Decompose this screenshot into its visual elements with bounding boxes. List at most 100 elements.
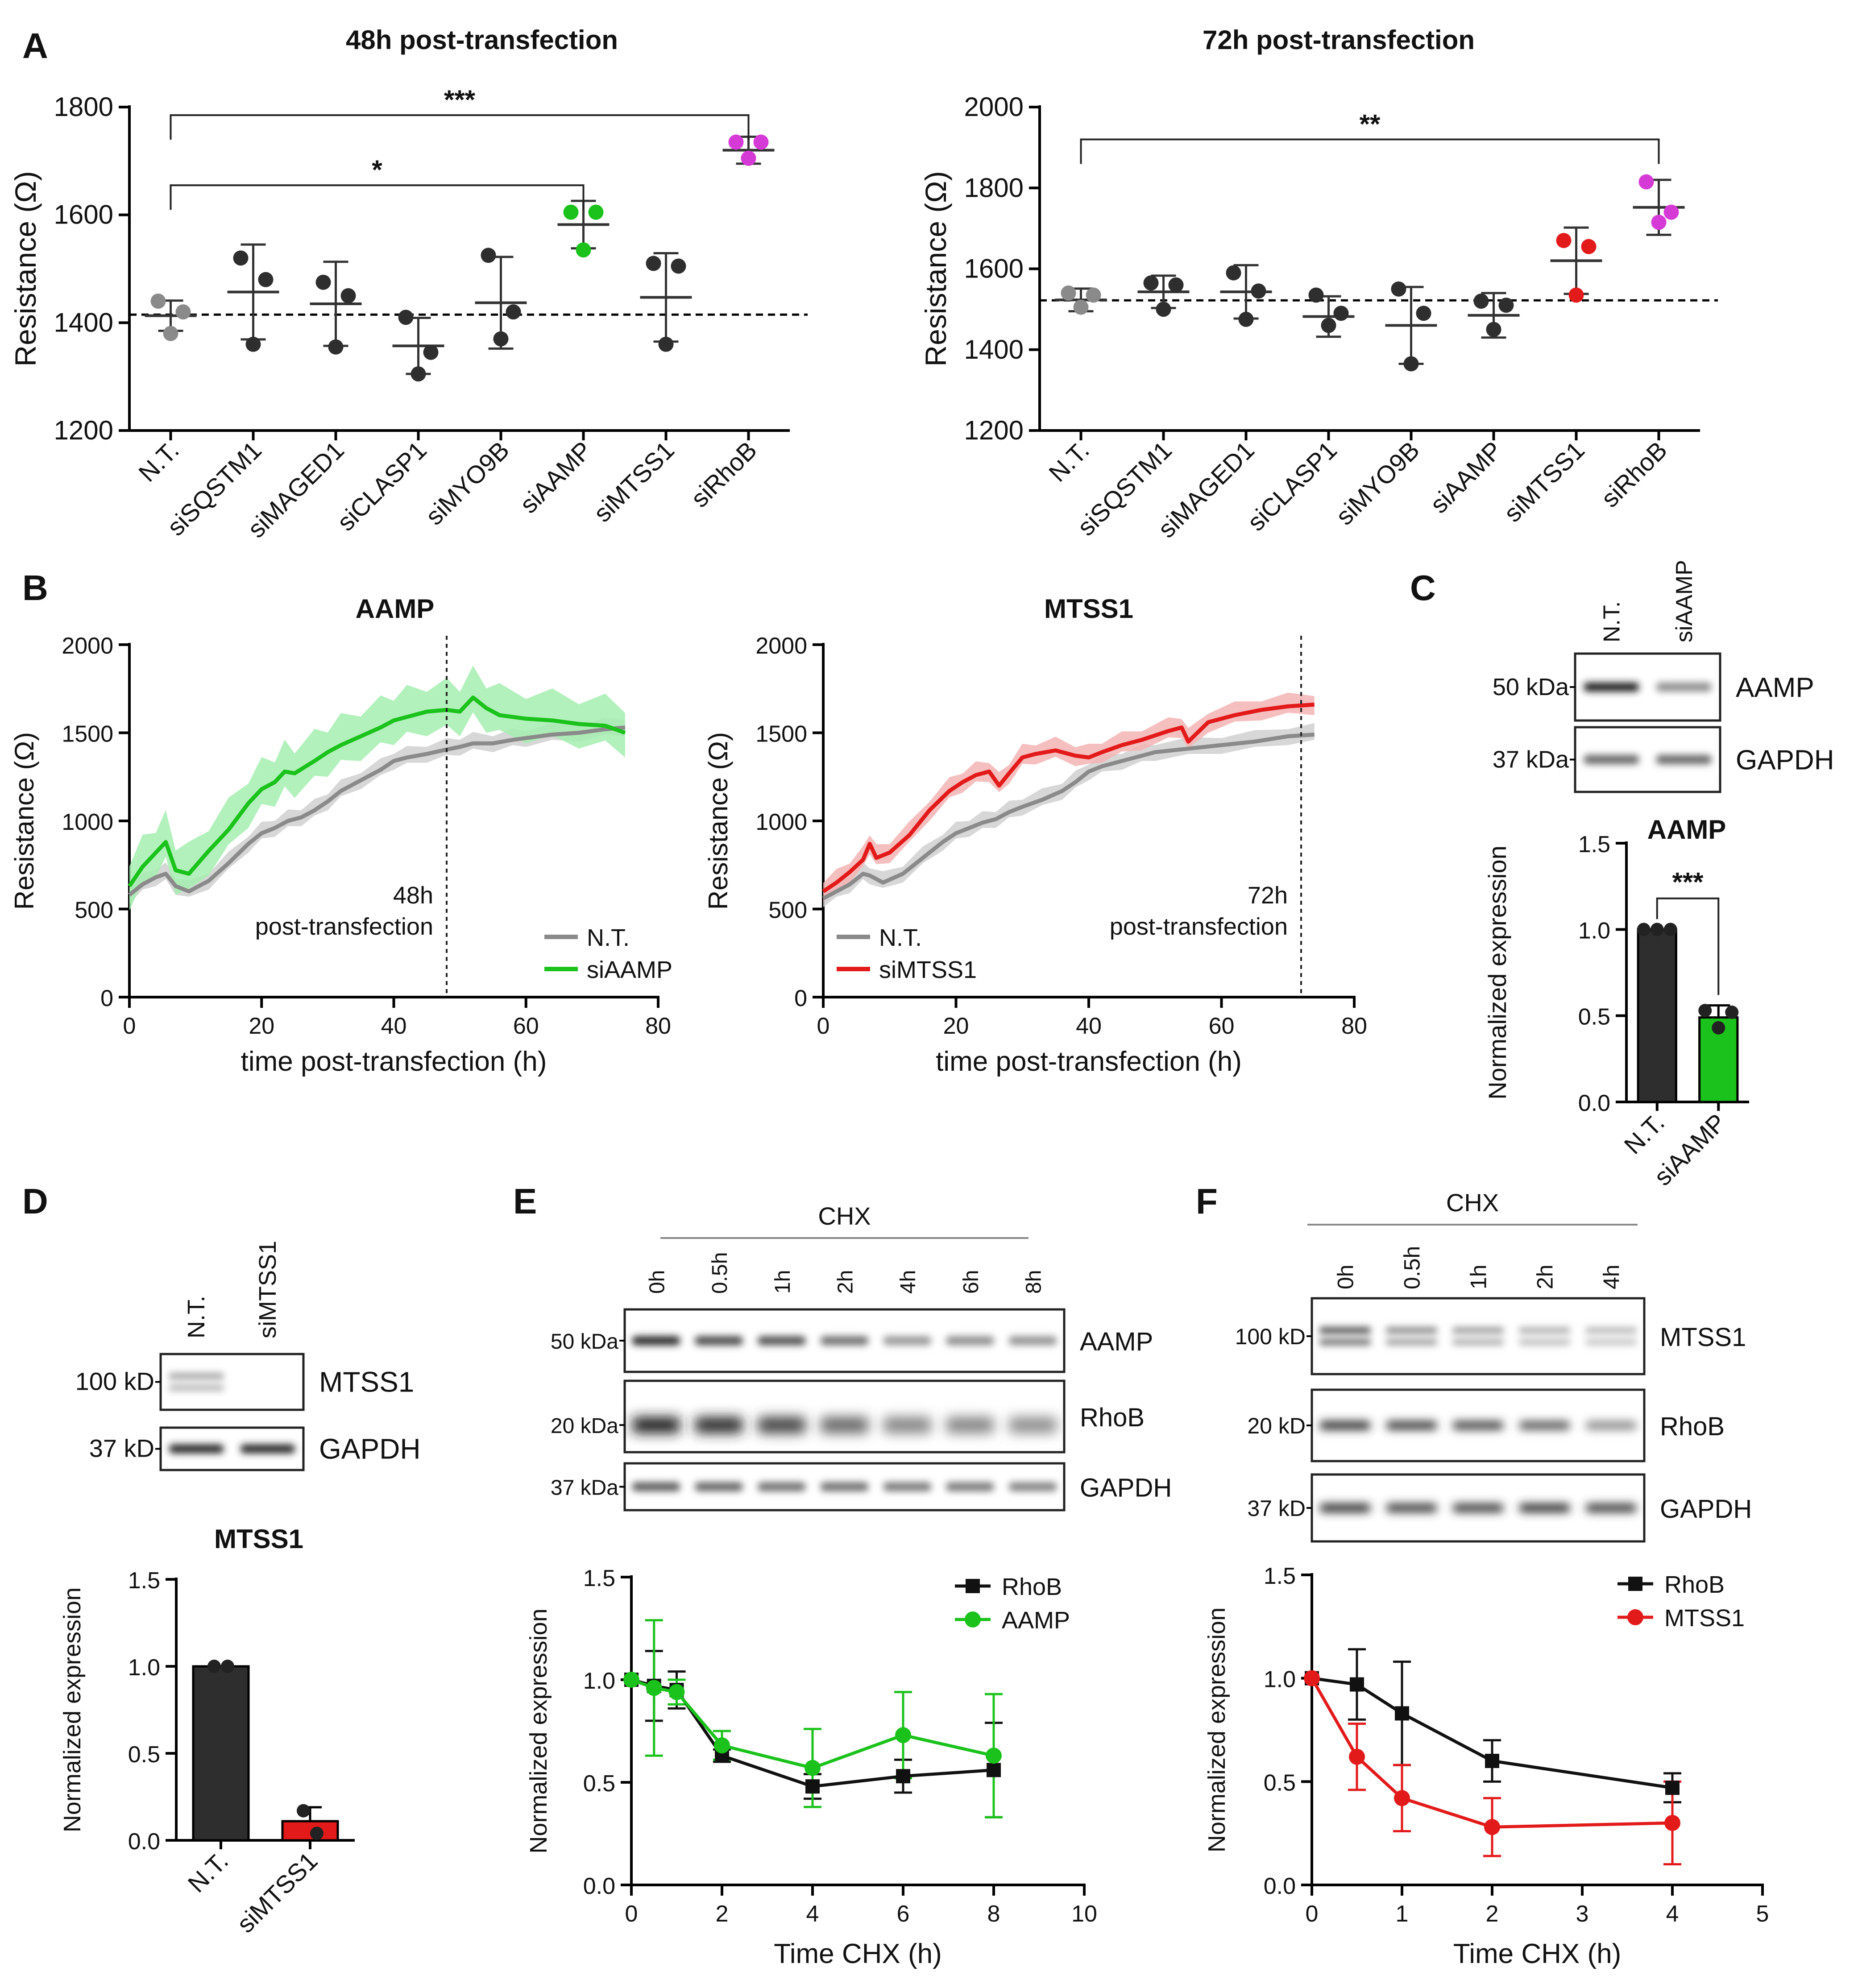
x-category-label: siRhoB: [1596, 436, 1672, 513]
blot-protein-label: GAPDH: [1660, 1495, 1752, 1524]
blot-marker-label: 20 kDa: [551, 1414, 618, 1438]
data-point: [741, 150, 756, 166]
blot-band: [1319, 1327, 1371, 1334]
panel-a-72h-scatter-chart: 1200 1400 1600 1800 2000 Resistance (Ω) 72h po…: [919, 25, 1718, 543]
y-tick-label: 1400: [964, 335, 1024, 364]
x-category-label: siCLASP1: [1242, 436, 1342, 536]
panel-label-c: C: [1410, 568, 1436, 608]
blot-band: [1009, 1482, 1057, 1491]
y-tick-label: 0.0: [1264, 1873, 1296, 1899]
y-tick-label: 1.5: [583, 1566, 615, 1591]
blot-protein-label: MTSS1: [319, 1366, 414, 1398]
blot-band: [1585, 1327, 1637, 1334]
blot-band: [758, 1417, 806, 1433]
data-marker: [1350, 1677, 1364, 1692]
y-tick-label: 1.0: [1264, 1667, 1296, 1693]
bar: [281, 1820, 339, 1842]
significance-bracket: [170, 184, 585, 210]
panel-d-western-blot: N.T. siMTSS1 100 kD MTSS1 37 kD GAPDH: [75, 1241, 421, 1471]
chart-title: MTSS1: [214, 1524, 303, 1554]
data-point: [258, 272, 274, 287]
blot-band: [1452, 1339, 1504, 1345]
x-tick-label: 0: [123, 1013, 136, 1039]
y-tick-label: 1.0: [128, 1655, 160, 1681]
blot-lane-label: siMTSS1: [254, 1241, 281, 1338]
x-category-label: siCLASP1: [332, 436, 432, 536]
y-axis-label: Resistance (Ω): [9, 171, 42, 366]
data-marker: [714, 1737, 730, 1754]
blot-band: [883, 1417, 931, 1433]
data-point: [1663, 923, 1677, 936]
data-marker: [1665, 1781, 1680, 1795]
x-tick-label: 0: [625, 1901, 638, 1927]
x-tick-label: 4: [1666, 1901, 1679, 1927]
data-point: [150, 294, 166, 309]
data-marker: [1395, 1706, 1409, 1721]
blot-band: [821, 1482, 868, 1491]
blot-band: [821, 1417, 868, 1433]
y-tick-label: 2000: [62, 633, 113, 659]
blot-protein-label: GAPDH: [1080, 1474, 1172, 1503]
panel-label-d: D: [22, 1181, 48, 1221]
y-tick-label: 0.0: [1578, 1090, 1610, 1116]
data-point: [1168, 277, 1184, 293]
blot-band: [758, 1336, 806, 1345]
blot-lane-label: N.T.: [183, 1296, 210, 1338]
x-category-label: N.T.: [1618, 1108, 1670, 1160]
chart-title: 72h post-transfection: [1203, 25, 1475, 55]
legend-label: RhoB: [1002, 1574, 1062, 1600]
data-marker: [646, 1680, 662, 1696]
data-marker: [1664, 1815, 1680, 1831]
blot-band: [1585, 1503, 1637, 1512]
blot-lane-label: 2h: [1533, 1264, 1558, 1289]
y-tick-label: 1600: [964, 254, 1024, 284]
blot-band: [169, 1384, 224, 1391]
series-line: [128, 725, 626, 897]
data-marker: [623, 1672, 639, 1688]
blot-band: [1386, 1421, 1437, 1430]
x-tick-label: 20: [249, 1013, 274, 1039]
y-axis-label: Normalized expression: [59, 1587, 86, 1832]
data-point: [1061, 285, 1076, 301]
data-point: [1086, 287, 1101, 303]
blot-band: [1319, 1421, 1371, 1430]
blot-band: [1585, 1421, 1637, 1430]
blot-band: [695, 1417, 743, 1433]
bar: [1637, 928, 1677, 1103]
blot-band: [883, 1482, 931, 1491]
legend-marker: [1627, 1609, 1643, 1625]
data-point: [1416, 306, 1431, 321]
x-tick-label: 2: [716, 1901, 729, 1927]
blot-band: [1584, 755, 1639, 764]
x-tick-label: 40: [381, 1013, 407, 1039]
blot-membrane: [623, 1379, 1066, 1454]
blot-marker-label: 37 kD: [89, 1434, 154, 1462]
blot-band: [169, 1444, 224, 1454]
y-axis-label: Normalized expression: [525, 1608, 552, 1853]
blot-lane-label: siAAMP: [1671, 560, 1697, 642]
legend-label: N.T.: [879, 924, 922, 951]
y-tick-label: 1600: [54, 200, 113, 230]
y-tick-label: 1800: [964, 173, 1024, 203]
blot-protein-label: RhoB: [1080, 1403, 1145, 1432]
x-axis-label: time post-transfection (h): [936, 1046, 1242, 1077]
data-marker: [805, 1760, 821, 1776]
y-tick-label: 1.5: [1264, 1563, 1296, 1589]
data-marker: [668, 1684, 685, 1700]
x-category-label: N.T.: [133, 436, 184, 487]
bar: [192, 1665, 250, 1842]
data-point: [1251, 283, 1266, 299]
data-marker: [805, 1779, 820, 1794]
blot-band: [1656, 683, 1712, 692]
blot-band: [1584, 683, 1639, 692]
blot-lane-label: 4h: [1599, 1264, 1624, 1289]
y-tick-label: 2000: [755, 633, 807, 659]
data-point: [481, 248, 496, 263]
y-tick-label: 1500: [62, 721, 113, 747]
data-marker: [895, 1727, 911, 1744]
blot-band: [1319, 1339, 1371, 1345]
x-tick-label: 10: [1071, 1901, 1097, 1927]
blot-band: [1519, 1503, 1570, 1512]
panel-a-48h-scatter-chart: 1200 1400 1600 1800 Resistance (Ω) 48h post-t…: [9, 25, 808, 543]
